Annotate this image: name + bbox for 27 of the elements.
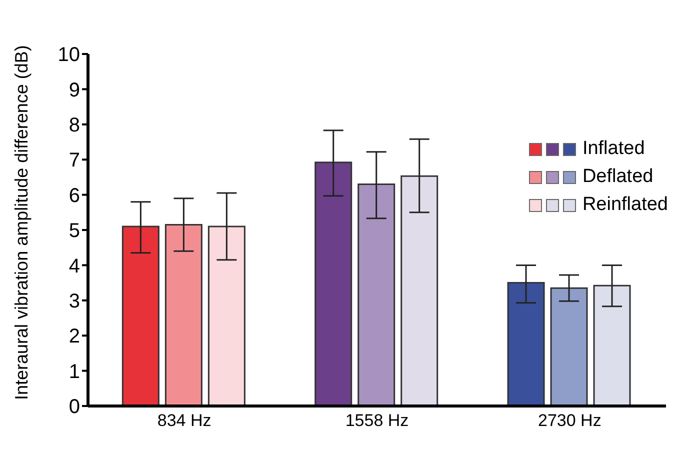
bar	[507, 282, 545, 406]
y-tick-label: 5	[68, 220, 80, 242]
x-tick-label: 834 Hz	[157, 411, 212, 430]
y-tick-label: 1	[68, 360, 80, 383]
bar	[164, 224, 202, 406]
y-tick-label: 9	[68, 79, 80, 102]
y-tick-label: 6	[68, 184, 80, 207]
legend-label: Reinflated	[582, 194, 668, 216]
bar	[593, 284, 631, 406]
y-tick-label: 10	[58, 44, 80, 66]
y-tick-label: 7	[68, 150, 80, 172]
bar	[314, 162, 352, 406]
x-tick-label: 2730 Hz	[538, 411, 602, 430]
bar	[550, 287, 588, 406]
y-tick-label: 2	[68, 326, 80, 348]
legend-label: Deflated	[582, 166, 654, 188]
x-tick-label: 1558 Hz	[345, 411, 409, 430]
bar	[122, 226, 160, 406]
y-axis-title: Interaural vibration amplitude difference (dB)	[11, 45, 32, 400]
bar	[208, 226, 246, 406]
bar	[358, 183, 396, 406]
y-tick-label: 8	[68, 114, 80, 136]
y-tick-label: 0	[68, 396, 80, 418]
y-tick-label: 4	[68, 255, 80, 278]
bar	[400, 175, 438, 406]
legend-label: Inflated	[582, 138, 645, 160]
y-tick-label: 3	[68, 290, 80, 312]
